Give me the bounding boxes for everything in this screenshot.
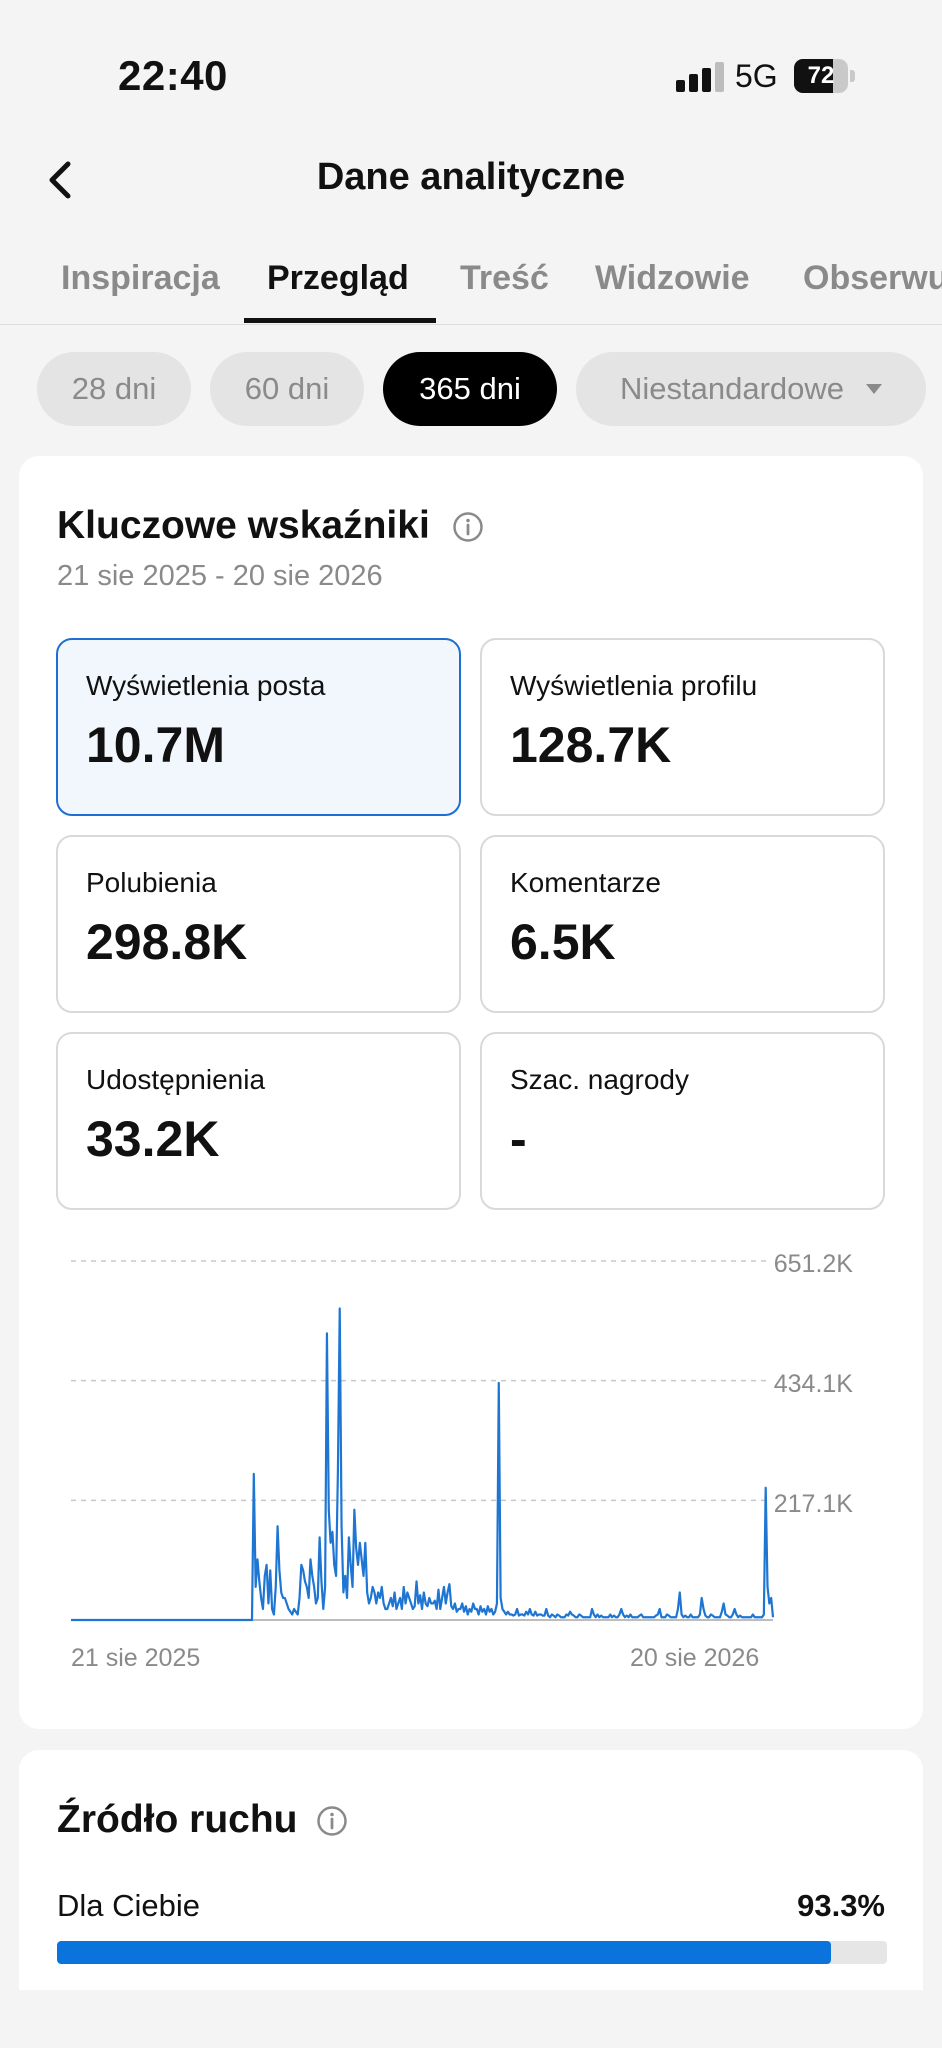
metric-value: - — [510, 1111, 527, 1167]
metric-profile-views[interactable]: Wyświetlenia profilu 128.7K — [480, 638, 885, 816]
key-metrics-card: Kluczowe wskaźniki 21 sie 2025 - 20 sie … — [19, 456, 923, 1729]
y-tick-label: 217.1K — [773, 1490, 853, 1518]
metric-value: 33.2K — [86, 1111, 220, 1167]
metric-label: Wyświetlenia profilu — [510, 670, 758, 701]
date-range: 21 sie 2025 - 20 sie 2026 — [57, 560, 383, 592]
traffic-source-label: Dla Ciebie — [57, 1888, 201, 1923]
period-365-days[interactable]: 365 dni — [383, 352, 557, 426]
metric-label: Wyświetlenia posta — [86, 670, 326, 701]
status-time: 22:40 — [118, 52, 228, 99]
traffic-source-card: Źródło ruchu Dla Ciebie 93.3% — [19, 1750, 923, 1990]
battery-level: 72 — [807, 62, 835, 89]
period-custom-label: Niestandardowe — [619, 371, 845, 406]
signal-icon — [676, 62, 724, 92]
metric-value: 10.7M — [86, 717, 225, 773]
traffic-source-title: Źródło ruchu — [57, 1798, 298, 1841]
period-60-days[interactable]: 60 dni — [210, 352, 364, 426]
tab-widzowie[interactable]: Widzowie — [595, 259, 750, 297]
key-metrics-title: Kluczowe wskaźniki — [57, 504, 430, 547]
y-tick-label: 651.2K — [773, 1250, 853, 1278]
tab-obserwujacy[interactable]: Obserwujący — [803, 259, 942, 297]
metric-value: 298.8K — [86, 914, 248, 970]
tab-tresc[interactable]: Treść — [460, 259, 549, 297]
metric-value: 128.7K — [510, 717, 672, 773]
status-bar: 22:40 5G 72 — [0, 0, 942, 150]
metric-label: Komentarze — [510, 867, 661, 898]
battery-icon: 72 — [794, 59, 855, 93]
x-tick-label: 21 sie 2025 — [71, 1644, 201, 1672]
info-icon[interactable] — [316, 1805, 348, 1837]
views-chart[interactable]: 651.2K 434.1K 217.1K 21 sie 2025 20 sie … — [19, 1246, 923, 1686]
metric-shares[interactable]: Udostępnienia 33.2K — [56, 1032, 461, 1210]
tab-inspiracja[interactable]: Inspiracja — [61, 259, 220, 297]
traffic-source-bar — [57, 1941, 887, 1964]
nav-header: Dane analityczne — [0, 140, 942, 220]
y-tick-label: 434.1K — [773, 1370, 853, 1398]
x-tick-label: 20 sie 2026 — [630, 1644, 760, 1672]
metric-likes[interactable]: Polubienia 298.8K — [56, 835, 461, 1013]
metric-label: Szac. nagrody — [510, 1064, 689, 1095]
metric-comments[interactable]: Komentarze 6.5K — [480, 835, 885, 1013]
metric-post-views[interactable]: Wyświetlenia posta 10.7M — [56, 638, 461, 816]
traffic-source-value: 93.3% — [797, 1888, 885, 1923]
period-custom[interactable]: Niestandardowe — [576, 352, 926, 426]
caret-down-icon — [866, 383, 883, 394]
line-chart — [71, 1260, 775, 1622]
network-type: 5G — [735, 58, 778, 94]
chevron-left-icon — [49, 161, 71, 199]
metric-estimated-rewards[interactable]: Szac. nagrody - — [480, 1032, 885, 1210]
page-title: Dane analityczne — [316, 156, 626, 198]
metric-label: Polubienia — [86, 867, 217, 898]
period-28-days[interactable]: 28 dni — [37, 352, 191, 426]
active-tab-indicator — [244, 318, 436, 323]
back-button[interactable] — [32, 150, 92, 210]
series-line-post-views — [71, 1307, 775, 1622]
info-icon[interactable] — [452, 511, 484, 543]
traffic-source-bar-fill — [57, 1941, 832, 1964]
period-selector: 28 dni 60 dni 365 dni Niestandardowe — [0, 352, 942, 427]
metric-value: 6.5K — [510, 914, 616, 970]
metric-label: Udostępnienia — [86, 1064, 266, 1095]
tab-bar: Inspiracja Przegląd Treść Widzowie Obser… — [0, 245, 942, 325]
tab-przeglad[interactable]: Przegląd — [267, 259, 409, 297]
